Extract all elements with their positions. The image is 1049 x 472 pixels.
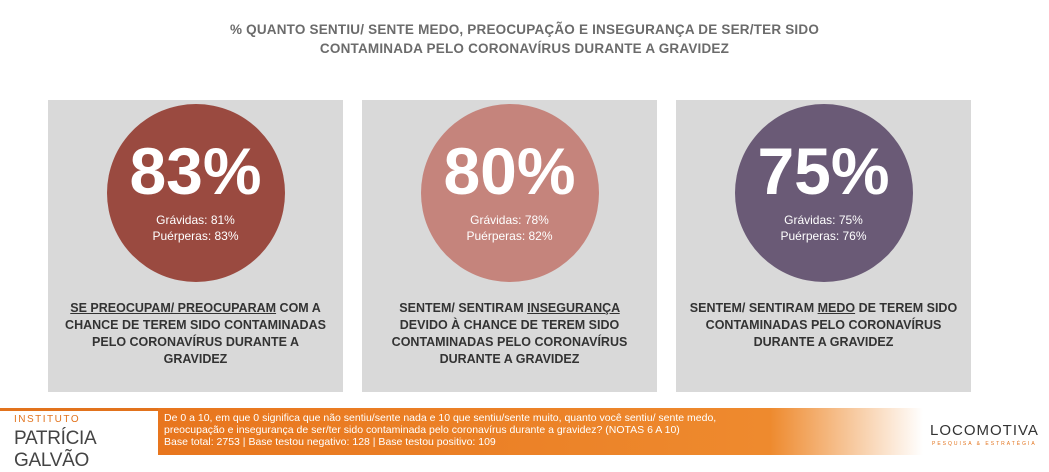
logo-main: PATRÍCIA GALVÃO [14, 428, 96, 471]
description-underlined: INSEGURANÇA [527, 301, 620, 315]
card: 75% Grávidas: 75% Puérperas: 76% SENTEM/ SE… [676, 100, 971, 392]
footer: INSTITUTO PATRÍCIA GALVÃO De 0 a 10, em … [0, 408, 1049, 471]
detail-line: Puérperas: 82% [466, 229, 553, 243]
description-after: DE TEREM SIDO CONTAMINADAS PELO CORONAVÍ… [705, 301, 958, 349]
detail-line: Grávidas: 75% [784, 213, 863, 227]
details: Grávidas: 81% Puérperas: 83% [107, 212, 285, 244]
page: {"header": {"title": ["% QUANTO SENTIU/ … [0, 20, 1049, 471]
note-line: De 0 a 10, em que 0 significa que não se… [164, 412, 717, 424]
card: 80% Grávidas: 78% Puérperas: 82% SENTEM/ SE… [362, 100, 657, 392]
brand-name: LOCOMOTIVA [930, 422, 1039, 439]
description: SENTEM/ SENTIRAM INSEGURANÇA DEVIDO À CH… [374, 300, 645, 368]
percentage: 75% [757, 134, 890, 208]
circle: 80% Grávidas: 78% Puérperas: 82% [420, 104, 599, 282]
description-underlined: SE PREOCUPAM/ PREOCUPARAM [70, 301, 277, 315]
description-before: SENTEM/ SENTIRAM [399, 301, 528, 315]
detail-line: Grávidas: 81% [156, 213, 235, 227]
logo: INSTITUTO PATRÍCIA GALVÃO [0, 408, 158, 471]
description-underlined: MEDO [817, 301, 856, 315]
percentage: 83% [129, 134, 262, 208]
title-line: CONTAMINADA PELO CORONAVÍRUS DURANTE A G… [319, 41, 730, 56]
brand-tagline: PESQUISA & ESTRATÉGIA [932, 441, 1037, 447]
detail-line: Puérperas: 83% [152, 229, 239, 243]
note: De 0 a 10, em que 0 significa que não se… [158, 408, 923, 455]
description: SE PREOCUPAM/ PREOCUPARAM COM A CHANCE D… [60, 300, 331, 368]
title-line: % QUANTO SENTIU/ SENTE MEDO, PREOCUPAÇÃO… [229, 22, 820, 37]
logo-top: INSTITUTO [14, 414, 81, 425]
note-line: Base total: 2753 | Base testou negativo:… [164, 436, 496, 448]
description-after: COM A CHANCE DE TEREM SIDO CONTAMINADAS … [65, 301, 326, 366]
title: % QUANTO SENTIU/ SENTE MEDO, PREOCUPAÇÃO… [0, 20, 1049, 58]
description: SENTEM/ SENTIRAM MEDO DE TEREM SIDO CONT… [688, 300, 959, 351]
detail-line: Puérperas: 76% [780, 229, 867, 243]
description-before: SENTEM/ SENTIRAM [689, 301, 818, 315]
circle: 75% Grávidas: 75% Puérperas: 76% [734, 104, 913, 282]
circle: 83% Grávidas: 81% Puérperas: 83% [106, 104, 285, 282]
card: 83% Grávidas: 81% Puérperas: 83% SE PREOCUP… [48, 100, 343, 392]
detail-line: Grávidas: 78% [470, 213, 549, 227]
details: Grávidas: 78% Puérperas: 82% [421, 212, 599, 244]
details: Grávidas: 75% Puérperas: 76% [735, 212, 913, 244]
description-after: DEVIDO À CHANCE DE TEREM SIDO CONTAMINAD… [391, 318, 628, 366]
note-line: preocupação e insegurança de ser/ter sid… [164, 424, 680, 436]
percentage: 80% [443, 134, 576, 208]
